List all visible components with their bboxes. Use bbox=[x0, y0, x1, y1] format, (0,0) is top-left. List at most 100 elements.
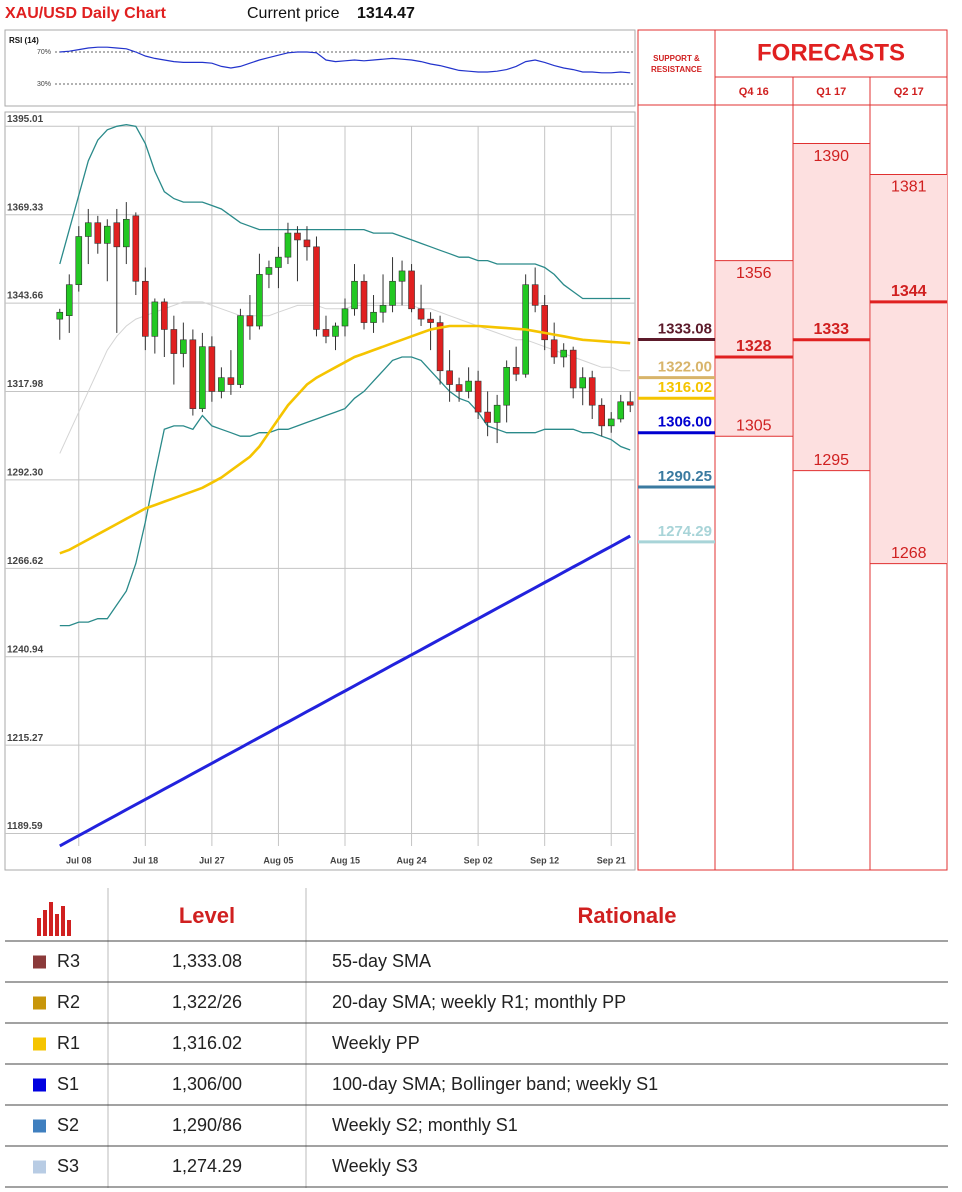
candle-body bbox=[246, 315, 254, 327]
rsi-tick-label: 70% bbox=[37, 49, 51, 56]
candle-body bbox=[151, 301, 159, 337]
x-tick-label: Aug 05 bbox=[263, 855, 293, 865]
forecast-low-label: 1305 bbox=[736, 417, 772, 434]
level-label: 1290.25 bbox=[658, 468, 712, 485]
indicator-line bbox=[59, 534, 631, 848]
indicator-line bbox=[59, 356, 631, 627]
candle-body bbox=[103, 225, 111, 244]
candle-body bbox=[550, 339, 558, 358]
level-rationale: 20-day SMA; weekly R1; monthly PP bbox=[332, 992, 626, 1012]
candle-body bbox=[370, 311, 377, 323]
rsi-panel bbox=[4, 29, 636, 107]
candle-body bbox=[265, 267, 273, 275]
level-name: S1 bbox=[57, 1074, 79, 1094]
candle-body bbox=[332, 325, 339, 337]
y-tick-label: 1292.30 bbox=[7, 468, 44, 479]
candle-body bbox=[598, 404, 606, 427]
level-rationale: 55-day SMA bbox=[332, 951, 431, 971]
y-tick-label: 1189.59 bbox=[7, 821, 43, 832]
candle-body bbox=[189, 339, 197, 409]
forecast-range bbox=[871, 174, 947, 564]
candle-body bbox=[493, 404, 501, 423]
candle-body bbox=[427, 318, 434, 323]
y-tick-label: 1215.27 bbox=[7, 733, 44, 744]
candle-body bbox=[379, 305, 387, 313]
candle-body bbox=[113, 222, 121, 248]
candle-body bbox=[94, 222, 102, 244]
candle-body bbox=[541, 305, 548, 341]
level-swatch bbox=[33, 1037, 46, 1051]
quarter-label: Q4 16 bbox=[739, 86, 769, 98]
forecast-low-label: 1295 bbox=[813, 452, 849, 469]
x-tick-label: Jul 08 bbox=[66, 855, 92, 865]
y-tick-label: 1266.62 bbox=[7, 556, 44, 567]
forecast-mid-label: 1328 bbox=[736, 338, 772, 355]
candle-body bbox=[408, 270, 415, 310]
level-name: S2 bbox=[57, 1115, 79, 1135]
forecast-range bbox=[716, 260, 792, 437]
x-tick-label: Jul 27 bbox=[199, 855, 225, 865]
level-label: 1322.00 bbox=[658, 359, 712, 376]
candle-body bbox=[465, 380, 472, 392]
candle-body bbox=[389, 280, 396, 306]
x-tick-label: Aug 24 bbox=[397, 855, 427, 865]
candle-body bbox=[474, 380, 482, 413]
candle-body bbox=[607, 418, 615, 427]
quarter-label: Q2 17 bbox=[894, 86, 924, 98]
forecast-high-label: 1381 bbox=[891, 179, 927, 196]
rsi-tick-label: 30% bbox=[37, 81, 51, 88]
table-icon bbox=[37, 902, 71, 936]
candle-body bbox=[503, 367, 510, 406]
candle-body bbox=[218, 377, 225, 392]
x-tick-label: Sep 12 bbox=[530, 855, 559, 865]
level-rationale: Weekly PP bbox=[332, 1033, 420, 1053]
level-name: R1 bbox=[57, 1033, 80, 1053]
forecast-low-label: 1268 bbox=[891, 545, 927, 562]
level-swatch bbox=[33, 1160, 46, 1174]
forecast-title: FORECASTS bbox=[757, 39, 905, 66]
level-name: R3 bbox=[57, 951, 80, 971]
table-header: Rationale bbox=[577, 903, 676, 928]
candle-body bbox=[161, 301, 168, 330]
level-rationale: Weekly S3 bbox=[332, 1156, 418, 1176]
candle-body bbox=[351, 280, 358, 310]
candle-body bbox=[84, 222, 92, 237]
candle-body bbox=[531, 284, 539, 306]
candle-body bbox=[65, 284, 73, 316]
candle-body bbox=[569, 349, 577, 389]
candle-body bbox=[237, 315, 244, 385]
y-tick-label: 1369.33 bbox=[7, 202, 44, 213]
candle-body bbox=[436, 322, 444, 372]
candle-body bbox=[512, 367, 520, 375]
candle-body bbox=[398, 270, 406, 282]
level-swatch bbox=[33, 996, 46, 1010]
y-tick-label: 1317.98 bbox=[7, 379, 44, 390]
candle-body bbox=[142, 280, 149, 337]
y-tick-label: 1395.01 bbox=[7, 114, 44, 125]
candle-body bbox=[417, 308, 425, 320]
forecast-high-label: 1356 bbox=[736, 265, 772, 282]
candle-body bbox=[75, 236, 83, 286]
candle-body bbox=[227, 377, 235, 385]
candle-body bbox=[579, 377, 587, 389]
candle-body bbox=[284, 232, 292, 258]
candle-body bbox=[617, 401, 625, 420]
level-name: S3 bbox=[57, 1156, 79, 1176]
level-swatch bbox=[33, 1078, 46, 1092]
forecast-high-label: 1390 bbox=[813, 148, 849, 165]
level-swatch bbox=[33, 955, 46, 969]
forecast-mid-label: 1344 bbox=[891, 283, 927, 300]
level-name: R2 bbox=[57, 992, 80, 1012]
y-tick-label: 1240.94 bbox=[7, 644, 44, 655]
rsi-line bbox=[59, 46, 631, 74]
candle-body bbox=[626, 401, 634, 406]
candle-body bbox=[322, 329, 330, 337]
level-value: 1,316.02 bbox=[172, 1033, 242, 1053]
rsi-title: RSI (14) bbox=[9, 36, 39, 45]
candle-body bbox=[341, 308, 349, 327]
x-tick-label: Sep 02 bbox=[464, 855, 493, 865]
forecast-range bbox=[793, 143, 870, 471]
level-label: 1316.02 bbox=[658, 379, 712, 396]
